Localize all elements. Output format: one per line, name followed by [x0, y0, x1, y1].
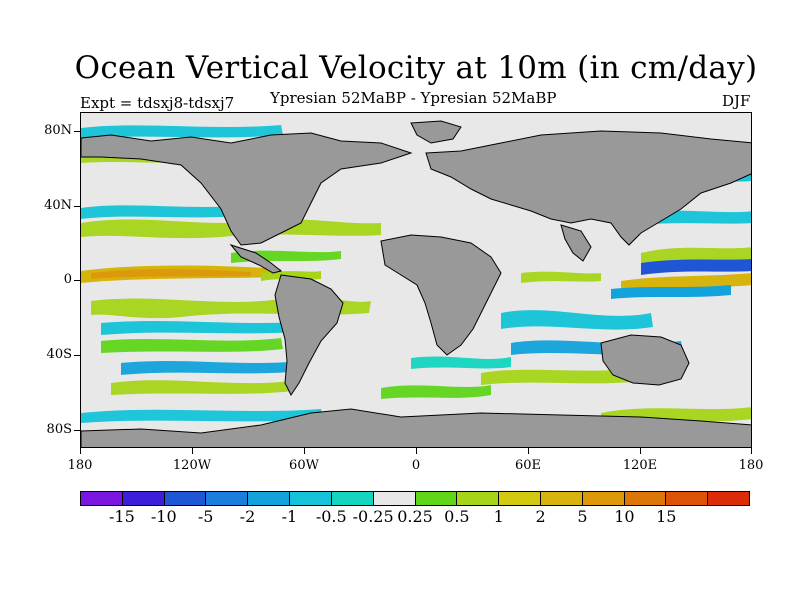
experiment-label: Expt = tdsxj8-tdsxj7 — [80, 94, 235, 112]
x-tick — [192, 448, 193, 454]
y-label-40n: 40N — [44, 198, 72, 213]
x-tick — [640, 448, 641, 454]
y-label-80n: 80N — [44, 123, 72, 138]
x-label-120e: 120E — [622, 458, 658, 473]
colorbar-labels: -15 -10 -5 -2 -1 -0.5 -0.25 0.25 0.5 1 2 5 10 15 — [0, 507, 800, 529]
colorbar-label: -0.5 — [315, 507, 347, 526]
x-label-0: 0 — [411, 458, 421, 473]
colorbar-label: -15 — [108, 507, 135, 526]
y-label-0: 0 — [63, 272, 72, 287]
colorbar-label: -0.25 — [352, 507, 394, 526]
colorbar-label: 5 — [577, 507, 588, 526]
x-tick — [304, 448, 305, 454]
central-america-land — [229, 244, 283, 274]
north-america-land — [81, 132, 413, 246]
colorbar-label: 1 — [493, 507, 504, 526]
colorbar-segment — [290, 492, 332, 505]
colorbar-label: -10 — [150, 507, 177, 526]
y-tick — [74, 430, 80, 431]
colorbar-segment — [415, 492, 458, 505]
colorbar-segment — [373, 492, 416, 505]
india-land — [560, 224, 592, 262]
x-label-120w: 120W — [172, 458, 212, 473]
map-panel — [80, 112, 752, 448]
colorbar-segment — [499, 492, 541, 505]
colorbar-segment — [331, 492, 374, 505]
y-label-80s: 80S — [46, 422, 72, 437]
x-label-60e: 60E — [514, 458, 542, 473]
colorbar-label: 0.25 — [397, 507, 433, 526]
colorbar-label: -1 — [281, 507, 298, 526]
colorbar-segment — [457, 492, 500, 505]
antarctica-land — [81, 408, 751, 447]
y-tick — [74, 206, 80, 207]
colorbar-segment — [708, 492, 749, 505]
eurasia-land — [425, 130, 751, 246]
colorbar-label: 10 — [614, 507, 635, 526]
colorbar-segment — [122, 492, 165, 505]
colorbar-segment — [666, 492, 709, 505]
period-label: Ypresian 52MaBP - Ypresian 52MaBP — [270, 89, 557, 107]
y-tick — [74, 131, 80, 132]
colorbar-label: -2 — [239, 507, 256, 526]
australia-land — [600, 334, 690, 386]
colorbar-segment — [582, 492, 625, 505]
y-label-40s: 40S — [46, 347, 72, 362]
x-tick — [528, 448, 529, 454]
y-tick — [74, 355, 80, 356]
colorbar-segment — [624, 492, 667, 505]
greenland-land — [410, 120, 462, 144]
land-masses — [81, 120, 751, 447]
south-america-land — [274, 274, 344, 396]
colorbar-segment — [164, 492, 207, 505]
y-tick — [74, 280, 80, 281]
x-tick — [80, 448, 81, 454]
colorbar-segment — [248, 492, 291, 505]
season-label: DJF — [722, 92, 751, 110]
x-label-180w: 180 — [67, 458, 93, 473]
colorbar-label: 2 — [535, 507, 546, 526]
x-tick — [751, 448, 752, 454]
colorbar-label: 15 — [656, 507, 677, 526]
x-tick — [416, 448, 417, 454]
colorbar-segment — [540, 492, 583, 505]
x-label-180e: 180 — [738, 458, 764, 473]
plot-title: Ocean Vertical Velocity at 10m (in cm/da… — [74, 50, 758, 86]
velocity-field-map — [81, 120, 751, 447]
x-label-60w: 60W — [289, 458, 319, 473]
colorbar-label: 0.5 — [444, 507, 470, 526]
colorbar-segment — [206, 492, 249, 505]
colorbar — [80, 491, 750, 506]
colorbar-label: -5 — [197, 507, 214, 526]
colorbar-segment — [81, 492, 123, 505]
africa-land — [380, 234, 502, 356]
